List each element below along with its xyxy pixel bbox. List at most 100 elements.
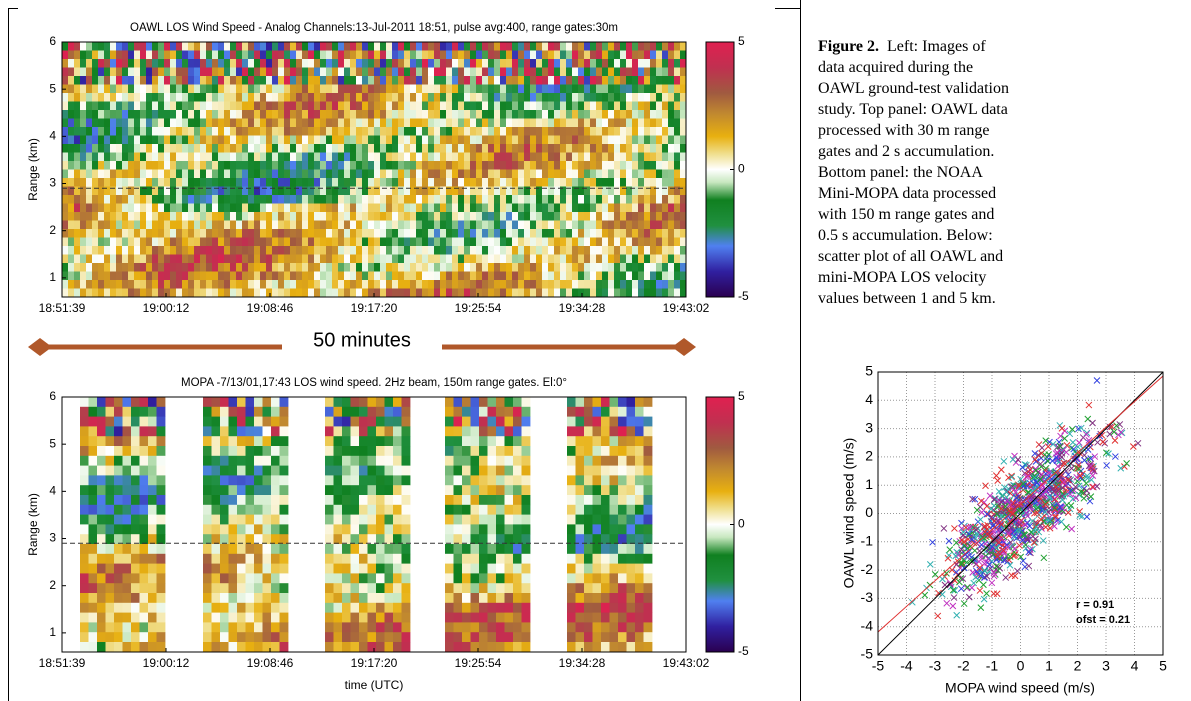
heatmap-texture (410, 170, 416, 179)
heatmap-texture (576, 593, 585, 603)
heatmap-texture (148, 554, 157, 564)
heatmap-texture (635, 456, 644, 466)
heatmap-texture (272, 76, 278, 85)
heatmap-texture (576, 564, 585, 574)
heatmap-texture (584, 119, 590, 128)
heatmap-texture (246, 397, 255, 407)
heatmap-texture (578, 204, 584, 213)
heatmap-texture (513, 485, 522, 495)
heatmap-texture (464, 195, 470, 204)
heatmap-texture (342, 603, 351, 613)
heatmap-texture (464, 136, 470, 145)
heatmap-texture (542, 85, 548, 94)
heatmap-texture (158, 221, 164, 230)
heatmap-texture (578, 238, 584, 247)
heatmap-texture (548, 246, 554, 255)
heatmap-texture (74, 280, 80, 289)
heatmap-texture (62, 178, 68, 187)
heatmap-texture (272, 51, 278, 60)
heatmap-texture (385, 583, 394, 593)
heatmap-texture (284, 59, 290, 68)
heatmap-texture (254, 229, 260, 238)
heatmap-texture (116, 51, 122, 60)
heatmap-texture (584, 161, 590, 170)
heatmap-texture (325, 583, 334, 593)
heatmap-texture (104, 136, 110, 145)
heatmap-texture (326, 119, 332, 128)
heatmap-texture (200, 238, 206, 247)
heatmap-texture (522, 573, 531, 583)
heatmap-texture (212, 622, 221, 632)
heatmap-texture (402, 564, 411, 574)
heatmap-texture (618, 515, 627, 525)
heatmap-texture (380, 153, 386, 162)
heatmap-texture (302, 93, 308, 102)
heatmap-texture (385, 505, 394, 515)
x-tick-label: 19:17:20 (351, 301, 398, 315)
heatmap-texture (368, 593, 377, 603)
heatmap-texture (182, 238, 188, 247)
heatmap-texture (608, 178, 614, 187)
heatmap-texture (266, 255, 272, 264)
heatmap-texture (200, 229, 206, 238)
heatmap-texture (500, 153, 506, 162)
heatmap-texture (104, 93, 110, 102)
heatmap-texture (416, 144, 422, 153)
heatmap-texture (80, 144, 86, 153)
heatmap-texture (567, 466, 576, 476)
heatmap-texture (200, 76, 206, 85)
heatmap-texture (440, 51, 446, 60)
heatmap-texture (104, 59, 110, 68)
scatter-marker (1057, 422, 1063, 428)
heatmap-texture (410, 255, 416, 264)
heatmap-texture (106, 407, 115, 417)
heatmap-texture (650, 246, 656, 255)
heatmap-texture (350, 178, 356, 187)
heatmap-texture (362, 212, 368, 221)
heatmap-texture (140, 136, 146, 145)
heatmap-texture (314, 238, 320, 247)
heatmap-texture (92, 93, 98, 102)
heatmap-texture (488, 583, 497, 593)
heatmap-texture (263, 436, 272, 446)
heatmap-texture (220, 603, 229, 613)
heatmap-texture (632, 102, 638, 111)
heatmap-texture (92, 212, 98, 221)
heatmap-texture (560, 93, 566, 102)
heatmap-texture (356, 280, 362, 289)
heatmap-texture (220, 417, 229, 427)
heatmap-texture (350, 76, 356, 85)
heatmap-texture (218, 280, 224, 289)
heatmap-texture (320, 85, 326, 94)
y-tick-label: 3 (865, 419, 873, 435)
heatmap-texture (246, 505, 255, 515)
heatmap-texture (122, 255, 128, 264)
heatmap-texture (97, 417, 106, 427)
heatmap-texture (237, 515, 246, 525)
heatmap-texture (446, 110, 452, 119)
heatmap-texture (548, 178, 554, 187)
heatmap-texture (434, 85, 440, 94)
heatmap-texture (146, 289, 152, 298)
heatmap-texture (471, 417, 480, 427)
heatmap-texture (164, 161, 170, 170)
heatmap-texture (359, 593, 368, 603)
heatmap-texture (410, 144, 416, 153)
heatmap-texture (80, 195, 86, 204)
heatmap-texture (674, 76, 680, 85)
heatmap-texture (320, 204, 326, 213)
heatmap-texture (572, 212, 578, 221)
heatmap-texture (212, 178, 218, 187)
heatmap-texture (296, 289, 302, 298)
heatmap-texture (206, 42, 212, 51)
heatmap-texture (602, 272, 608, 281)
heatmap-texture (362, 170, 368, 179)
heatmap-texture (596, 272, 602, 281)
heatmap-texture (128, 238, 134, 247)
heatmap-texture (505, 573, 514, 583)
heatmap-texture (116, 221, 122, 230)
heatmap-texture (332, 161, 338, 170)
heatmap-texture (170, 195, 176, 204)
heatmap-texture (566, 289, 572, 298)
heatmap-texture (362, 93, 368, 102)
